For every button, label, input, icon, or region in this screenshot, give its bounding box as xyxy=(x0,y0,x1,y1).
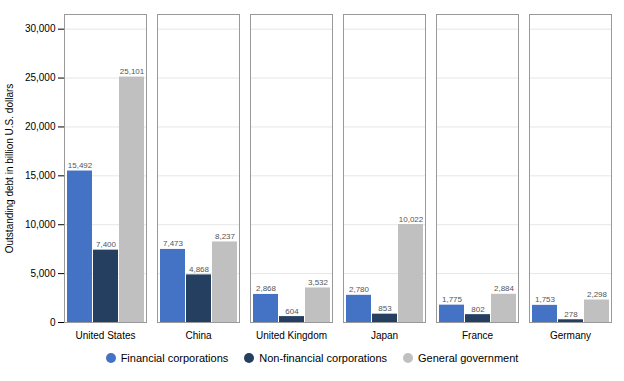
html-text:General government: General government xyxy=(418,352,519,364)
svg-text:United Kingdom: United Kingdom xyxy=(256,330,327,341)
svg-text:2,884: 2,884 xyxy=(494,284,515,293)
svg-text:10,022: 10,022 xyxy=(399,215,424,224)
svg-text:278: 278 xyxy=(564,310,578,319)
svg-text:15,000: 15,000 xyxy=(25,170,56,181)
svg-text:604: 604 xyxy=(285,307,299,316)
svg-text:Japan: Japan xyxy=(371,330,398,341)
svg-text:10,000: 10,000 xyxy=(25,219,56,230)
svg-text:2,868: 2,868 xyxy=(256,284,277,293)
svg-text:7,473: 7,473 xyxy=(163,239,184,248)
svg-text:China: China xyxy=(185,330,212,341)
svg-text:25,000: 25,000 xyxy=(25,72,56,83)
svg-text:2,780: 2,780 xyxy=(349,285,370,294)
svg-text:1,753: 1,753 xyxy=(535,295,556,304)
svg-text:5,000: 5,000 xyxy=(30,268,55,279)
svg-text:20,000: 20,000 xyxy=(25,121,56,132)
svg-text:Outstanding debt in billion U.: Outstanding debt in billion U.S. dollars xyxy=(4,84,15,254)
svg-text:Germany: Germany xyxy=(550,330,591,341)
svg-text:2,298: 2,298 xyxy=(587,290,608,299)
svg-text:25,101: 25,101 xyxy=(120,67,145,76)
svg-text:United States: United States xyxy=(75,330,135,341)
svg-text:8,237: 8,237 xyxy=(215,232,236,241)
svg-text:4,868: 4,868 xyxy=(189,265,210,274)
svg-text:0: 0 xyxy=(50,317,56,328)
html-text:Financial corporations: Financial corporations xyxy=(120,352,229,364)
svg-text:30,000: 30,000 xyxy=(25,23,56,34)
svg-text:802: 802 xyxy=(471,305,485,314)
svg-text:France: France xyxy=(462,330,494,341)
svg-text:1,775: 1,775 xyxy=(442,295,463,304)
svg-text:15,492: 15,492 xyxy=(68,161,93,170)
svg-text:3,532: 3,532 xyxy=(308,278,329,287)
html-text:Non-financial corporations: Non-financial corporations xyxy=(259,352,388,364)
svg-text:7,400: 7,400 xyxy=(96,240,117,249)
svg-text:853: 853 xyxy=(378,304,392,313)
